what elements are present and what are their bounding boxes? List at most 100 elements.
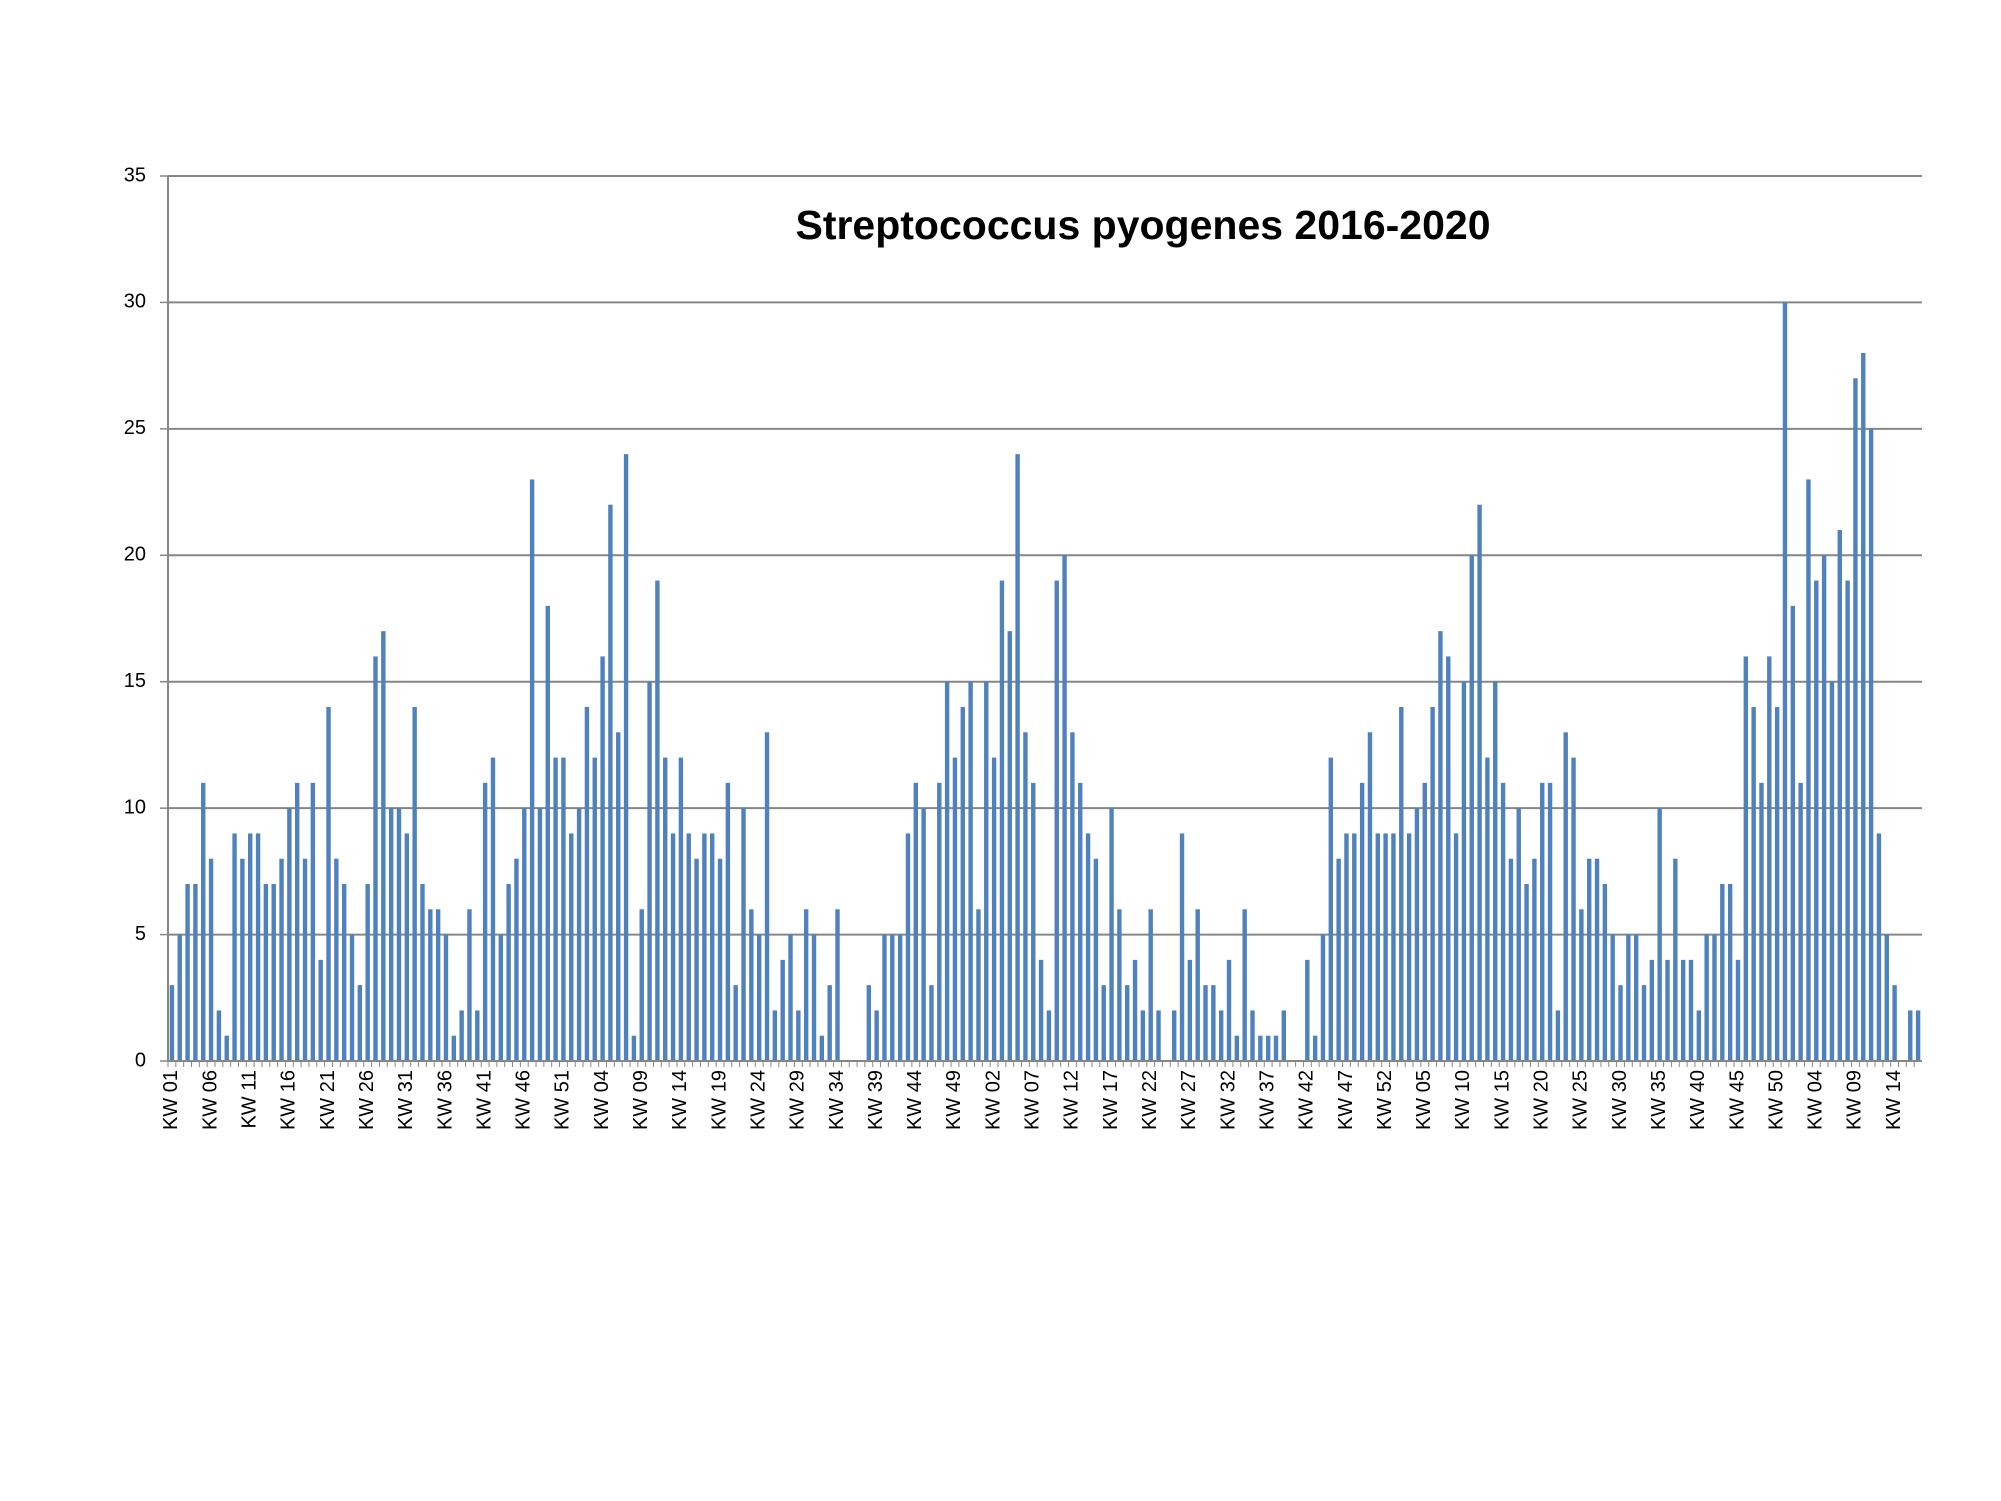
bar — [1868, 428, 1874, 1061]
bar — [1320, 934, 1326, 1061]
bar — [1673, 858, 1678, 1061]
bar — [561, 757, 566, 1061]
bar — [1101, 985, 1106, 1061]
x-tick-label: KW 14 — [669, 1070, 691, 1130]
bar — [1563, 732, 1568, 1061]
bar — [295, 782, 300, 1061]
bar — [177, 934, 182, 1061]
bar — [976, 909, 981, 1061]
x-tick-label: KW 47 — [1335, 1070, 1357, 1130]
x-tick-label: KW 35 — [1648, 1070, 1670, 1130]
bar — [232, 833, 237, 1061]
bar — [1782, 302, 1788, 1061]
bar — [1798, 782, 1803, 1061]
y-tick-label: 15 — [124, 670, 146, 692]
bar — [537, 808, 543, 1061]
bar — [584, 707, 590, 1061]
bar — [1555, 1010, 1561, 1061]
bar — [443, 934, 449, 1061]
x-tick-label: KW 04 — [591, 1070, 613, 1130]
bar — [1336, 858, 1341, 1061]
bar — [663, 757, 668, 1061]
bar — [522, 808, 527, 1061]
bar — [1469, 555, 1474, 1061]
bar — [1156, 1010, 1161, 1061]
bar — [1587, 858, 1592, 1061]
bar — [1399, 707, 1404, 1061]
bar — [592, 757, 597, 1061]
bar — [788, 934, 793, 1061]
bar — [749, 909, 754, 1061]
bar — [741, 808, 746, 1061]
bar — [1547, 782, 1553, 1061]
x-tick-label: KW 16 — [278, 1070, 300, 1130]
bar — [1148, 909, 1153, 1061]
bar — [365, 884, 370, 1061]
bar — [1062, 555, 1067, 1061]
bar — [287, 808, 292, 1061]
bar — [702, 833, 707, 1061]
bar — [1626, 934, 1631, 1061]
bar — [318, 959, 323, 1061]
bar — [1234, 1035, 1240, 1061]
bar — [725, 782, 731, 1061]
bar — [1359, 782, 1365, 1061]
bar — [1829, 681, 1835, 1061]
x-tick-label: KW 52 — [1374, 1070, 1396, 1130]
bar — [185, 884, 190, 1061]
bar — [208, 858, 214, 1061]
x-tick-label: KW 19 — [708, 1070, 730, 1130]
bar — [717, 858, 723, 1061]
bar — [263, 884, 269, 1061]
bar — [764, 732, 770, 1061]
bar — [475, 1010, 480, 1061]
x-tick-label: KW 14 — [1883, 1070, 1905, 1130]
bar — [1109, 808, 1114, 1061]
bar — [1735, 959, 1741, 1061]
bar — [514, 858, 519, 1061]
bar — [1633, 934, 1639, 1061]
bar — [388, 808, 394, 1061]
bar — [1352, 833, 1357, 1061]
chart-title: Streptococcus pyogenes 2016-2020 — [795, 202, 1490, 248]
x-tick-label: KW 44 — [904, 1070, 926, 1130]
bar — [1258, 1035, 1263, 1061]
bar — [529, 479, 535, 1061]
bar — [1117, 909, 1122, 1061]
bar — [1579, 909, 1584, 1061]
bar — [1391, 833, 1396, 1061]
bar — [451, 1035, 457, 1061]
bar — [420, 884, 425, 1061]
bar — [1915, 1010, 1921, 1061]
bar — [1680, 959, 1686, 1061]
bar — [960, 707, 965, 1061]
bar — [459, 1010, 464, 1061]
bar — [341, 884, 347, 1061]
bar — [334, 858, 339, 1061]
bar — [1751, 707, 1756, 1061]
bar — [1273, 1035, 1279, 1061]
x-tick-label: KW 34 — [826, 1070, 848, 1130]
bar — [1312, 1035, 1318, 1061]
bar — [968, 681, 973, 1061]
bar — [1571, 757, 1576, 1061]
bar — [1477, 504, 1482, 1061]
bar — [1665, 959, 1670, 1061]
bar — [905, 833, 911, 1061]
bar — [600, 656, 605, 1061]
x-tick-label: KW 01 — [160, 1070, 182, 1130]
bar — [1218, 1010, 1224, 1061]
y-tick-label: 25 — [124, 417, 146, 439]
bar — [169, 985, 175, 1061]
bar — [1438, 631, 1443, 1061]
bar — [991, 757, 997, 1061]
bar — [1540, 782, 1545, 1061]
bar — [1414, 808, 1420, 1061]
bar — [1884, 934, 1889, 1061]
bar — [1085, 833, 1091, 1061]
bar — [1720, 884, 1725, 1061]
bar — [1265, 1035, 1271, 1061]
bar — [576, 808, 582, 1061]
bar — [1806, 479, 1811, 1061]
